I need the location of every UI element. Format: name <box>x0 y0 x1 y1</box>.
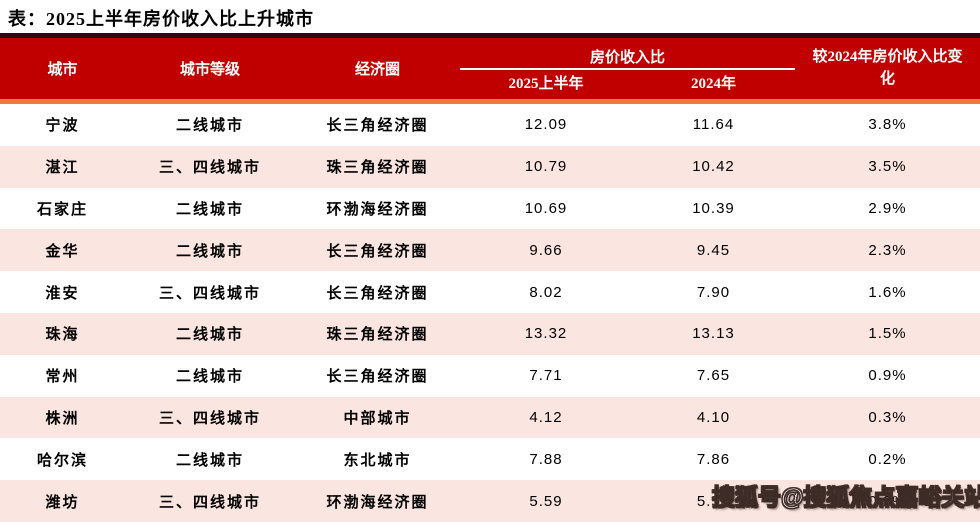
cell-city: 石家庄 <box>36 201 88 218</box>
table-row: 常州 二线城市 长三角经济圈 7.71 7.65 0.9% <box>0 354 980 397</box>
cell-2024: 11.64 <box>692 116 735 134</box>
cell-city: 宁波 <box>45 118 80 135</box>
cell-tier: 三、四线城市 <box>158 494 261 511</box>
cell-city: 哈尔滨 <box>36 452 88 469</box>
cell-city: 珠海 <box>45 327 80 344</box>
cell-region: 东北城市 <box>343 452 412 469</box>
cell-city: 株洲 <box>45 410 80 427</box>
cell-2025h1: 8.02 <box>529 283 563 301</box>
table-row: 哈尔滨 二线城市 东北城市 7.88 7.86 0.2% <box>0 438 980 481</box>
cell-2025h1: 7.71 <box>529 367 563 385</box>
cell-tier: 二线城市 <box>175 243 244 260</box>
cell-tier: 二线城市 <box>175 369 244 386</box>
cell-2024: 5.58 <box>696 492 731 510</box>
col-header-2024: 2024年 <box>690 76 736 92</box>
table-row: 潍坊 三、四线城市 环渤海经济圈 5.59 5.58 0.2% <box>0 480 980 522</box>
cell-2025h1: 5.59 <box>529 492 563 510</box>
cell-region: 中部城市 <box>343 410 412 427</box>
col-header-change-label: 较2024年房价收入比变化 <box>812 48 963 87</box>
cell-region: 珠三角经济圈 <box>326 160 429 177</box>
cell-2025h1: 9.66 <box>529 241 563 259</box>
cell-region: 环渤海经济圈 <box>326 494 429 511</box>
cell-city: 金华 <box>45 243 80 260</box>
col-header-change: 较2024年房价收入比变化 <box>795 38 980 99</box>
cell-tier: 二线城市 <box>175 452 244 469</box>
table-body: 宁波 二线城市 长三角经济圈 12.09 11.64 3.8% 湛江 三、四线城… <box>0 104 980 522</box>
cell-2024: 7.65 <box>696 367 731 385</box>
cell-change: 3.8% <box>868 116 907 134</box>
cell-change: 0.2% <box>868 492 907 510</box>
page-title: 表：2025上半年房价收入比上升城市 <box>8 9 314 29</box>
col-header-2025h1: 2025上半年 <box>508 76 584 92</box>
cell-2024: 4.10 <box>696 408 731 426</box>
table-row: 株洲 三、四线城市 中部城市 4.12 4.10 0.3% <box>0 396 980 439</box>
header-divider <box>0 99 980 104</box>
cell-tier: 三、四线城市 <box>158 285 261 302</box>
cell-region: 长三角经济圈 <box>326 118 429 135</box>
cell-change: 0.3% <box>868 408 907 426</box>
cell-region: 环渤海经济圈 <box>326 201 429 218</box>
table-header: 城市 城市等级 经济圈 房价收入比 2025上半年 2024年 较2024年房价… <box>0 38 980 99</box>
cell-tier: 二线城市 <box>175 327 244 344</box>
cell-2024: 7.86 <box>696 450 731 468</box>
col-header-tier: 城市等级 <box>179 62 240 78</box>
cell-city: 湛江 <box>45 160 80 177</box>
price-income-table: 城市 城市等级 经济圈 房价收入比 2025上半年 2024年 较2024年房价… <box>0 33 980 522</box>
cell-2025h1: 10.69 <box>524 199 568 217</box>
cell-2024: 10.39 <box>692 199 735 217</box>
col-header-city: 城市 <box>47 62 78 78</box>
cell-2024: 10.42 <box>692 158 735 176</box>
cell-tier: 二线城市 <box>175 118 244 135</box>
cell-city: 潍坊 <box>45 494 80 511</box>
cell-change: 2.3% <box>868 241 907 259</box>
table-row: 宁波 二线城市 长三角经济圈 12.09 11.64 3.8% <box>0 104 980 146</box>
table-row: 石家庄 二线城市 环渤海经济圈 10.69 10.39 2.9% <box>0 187 980 230</box>
cell-region: 长三角经济圈 <box>326 369 429 386</box>
table-row: 珠海 二线城市 珠三角经济圈 13.32 13.13 1.5% <box>0 312 980 355</box>
cell-region: 长三角经济圈 <box>326 285 429 302</box>
cell-change: 0.2% <box>868 450 907 468</box>
cell-change: 1.6% <box>868 283 907 301</box>
cell-2025h1: 12.09 <box>524 116 568 134</box>
col-header-ratio-group: 房价收入比 <box>460 38 795 70</box>
cell-change: 1.5% <box>868 325 907 343</box>
sohu-watermark: 搜狐号@搜狐焦点嘉峪关站 <box>712 484 980 511</box>
cell-2025h1: 10.79 <box>524 158 568 176</box>
cell-tier: 三、四线城市 <box>158 410 261 427</box>
cell-change: 0.9% <box>868 367 907 385</box>
col-header-region: 经济圈 <box>354 62 400 78</box>
cell-2025h1: 4.12 <box>529 408 563 426</box>
cell-change: 3.5% <box>868 158 907 176</box>
cell-2024: 13.13 <box>692 325 735 343</box>
cell-city: 淮安 <box>45 285 80 302</box>
cell-region: 珠三角经济圈 <box>326 327 429 344</box>
cell-tier: 二线城市 <box>175 201 244 218</box>
table-row: 金华 二线城市 长三角经济圈 9.66 9.45 2.3% <box>0 229 980 272</box>
cell-region: 长三角经济圈 <box>326 243 429 260</box>
cell-2025h1: 7.88 <box>529 450 563 468</box>
table-row: 淮安 三、四线城市 长三角经济圈 8.02 7.90 1.6% <box>0 271 980 313</box>
table-row: 湛江 三、四线城市 珠三角经济圈 10.79 10.42 3.5% <box>0 145 980 188</box>
cell-2024: 7.90 <box>696 283 731 301</box>
cell-tier: 三、四线城市 <box>158 160 261 177</box>
cell-2024: 9.45 <box>696 241 731 259</box>
cell-city: 常州 <box>45 369 80 386</box>
table-top-border <box>0 33 980 38</box>
cell-2025h1: 13.32 <box>524 325 568 343</box>
cell-change: 2.9% <box>868 199 907 217</box>
